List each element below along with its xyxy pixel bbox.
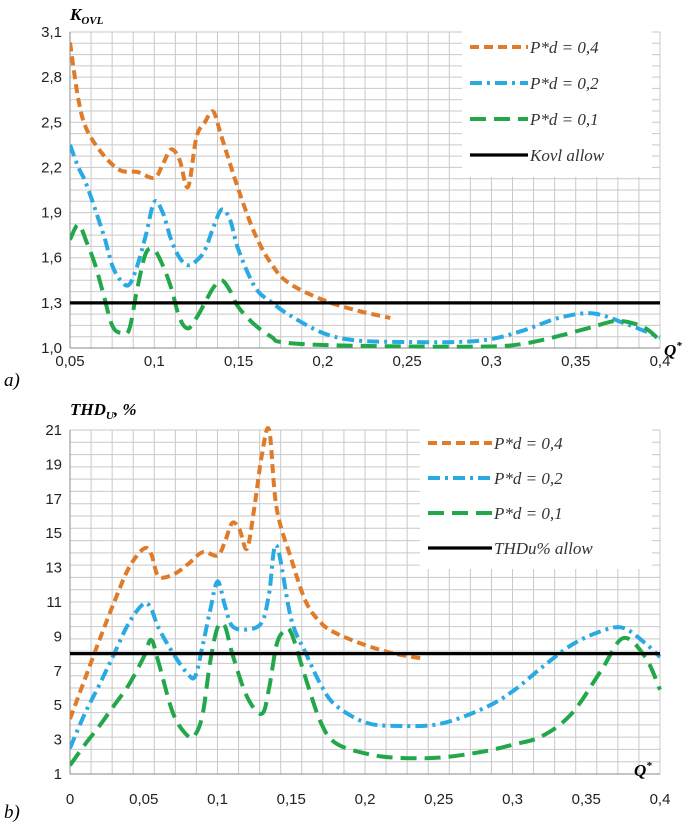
x-tick-label: 0,05	[129, 791, 158, 808]
series-group	[70, 426, 662, 767]
legend-label: Kovl allow	[529, 146, 605, 165]
x-tick-label: 0,35	[561, 353, 590, 370]
x-tick-label: 0,4	[650, 791, 671, 808]
y-tick-label: 3,1	[41, 24, 62, 41]
y-tick-label: 11	[46, 594, 62, 611]
legend-label: THDu% allow	[494, 539, 593, 558]
series-line	[70, 543, 662, 749]
x-tick-label: 0,4	[650, 353, 671, 370]
y-tick-label: 1,6	[41, 250, 62, 267]
y-tick-label: 17	[45, 491, 62, 508]
x-tick-label: 0,35	[572, 791, 601, 808]
legend: P*d = 0,4 P*d = 0,2 P*d = 0,1 THDu% allow	[420, 425, 652, 569]
series-line	[70, 426, 425, 720]
y-axis-label: THDU, %	[70, 400, 137, 422]
y-tick-label: 1,9	[41, 205, 62, 222]
series-group	[70, 42, 662, 349]
y-tick-label: 21	[45, 422, 62, 439]
chart-a: 1,0 1,3 1,6 1,9 2,2 2,5 2,8 3,1 0,05 0,1 0,15 0,2 0,…	[4, 5, 682, 391]
legend-label: P*d = 0,1	[529, 110, 599, 129]
y-tick-label: 2,8	[41, 69, 62, 86]
legend-label: P*d = 0,2	[493, 469, 563, 488]
x-tick-label: 0,2	[355, 791, 376, 808]
legend-background	[462, 29, 652, 177]
y-tick-label: 5	[54, 697, 62, 714]
y-tick-label: 3	[54, 732, 62, 749]
legend-label: P*d = 0,1	[493, 504, 563, 523]
y-tick-label: 9	[54, 628, 62, 645]
legend: P*d = 0,4 P*d = 0,2 P*d = 0,1 Kovl allow	[462, 29, 652, 177]
x-tick-label: 0,25	[393, 353, 422, 370]
x-tick-label: 0,3	[481, 353, 502, 370]
y-tick-label: 1	[54, 766, 62, 783]
x-axis-label: Q*	[664, 340, 682, 360]
x-axis-label: Q*	[634, 760, 652, 780]
x-tick-label: 0	[66, 791, 74, 808]
y-tick-label: 7	[54, 663, 62, 680]
x-tick-label: 0,1	[207, 791, 228, 808]
y-tick-label: 1,3	[41, 295, 62, 312]
legend-label: P*d = 0,4	[493, 434, 563, 453]
y-axis-label: KOVL	[69, 5, 104, 27]
panel-label: b)	[4, 802, 20, 823]
x-tick-label: 0,3	[502, 791, 523, 808]
series-line	[70, 42, 391, 320]
x-tick-label: 0,15	[224, 353, 253, 370]
series-line	[70, 621, 662, 767]
y-tick-label: 2,2	[41, 159, 62, 176]
y-tick-label: 2,5	[41, 114, 62, 131]
y-tick-label: 1,0	[41, 340, 62, 357]
x-tick-label: 0,05	[55, 353, 84, 370]
legend-label: P*d = 0,4	[529, 38, 599, 57]
x-tick-label: 0,25	[424, 791, 453, 808]
legend-background	[420, 425, 652, 569]
y-tick-label: 19	[45, 456, 62, 473]
x-tick-label: 0,2	[312, 353, 333, 370]
legend-label: P*d = 0,2	[529, 74, 599, 93]
x-tick-label: 0,1	[144, 353, 165, 370]
x-tick-label: 0,15	[277, 791, 306, 808]
series-line	[70, 222, 662, 349]
y-tick-label: 15	[45, 525, 62, 542]
panel-label: a)	[4, 370, 20, 391]
y-tick-label: 13	[45, 560, 62, 577]
